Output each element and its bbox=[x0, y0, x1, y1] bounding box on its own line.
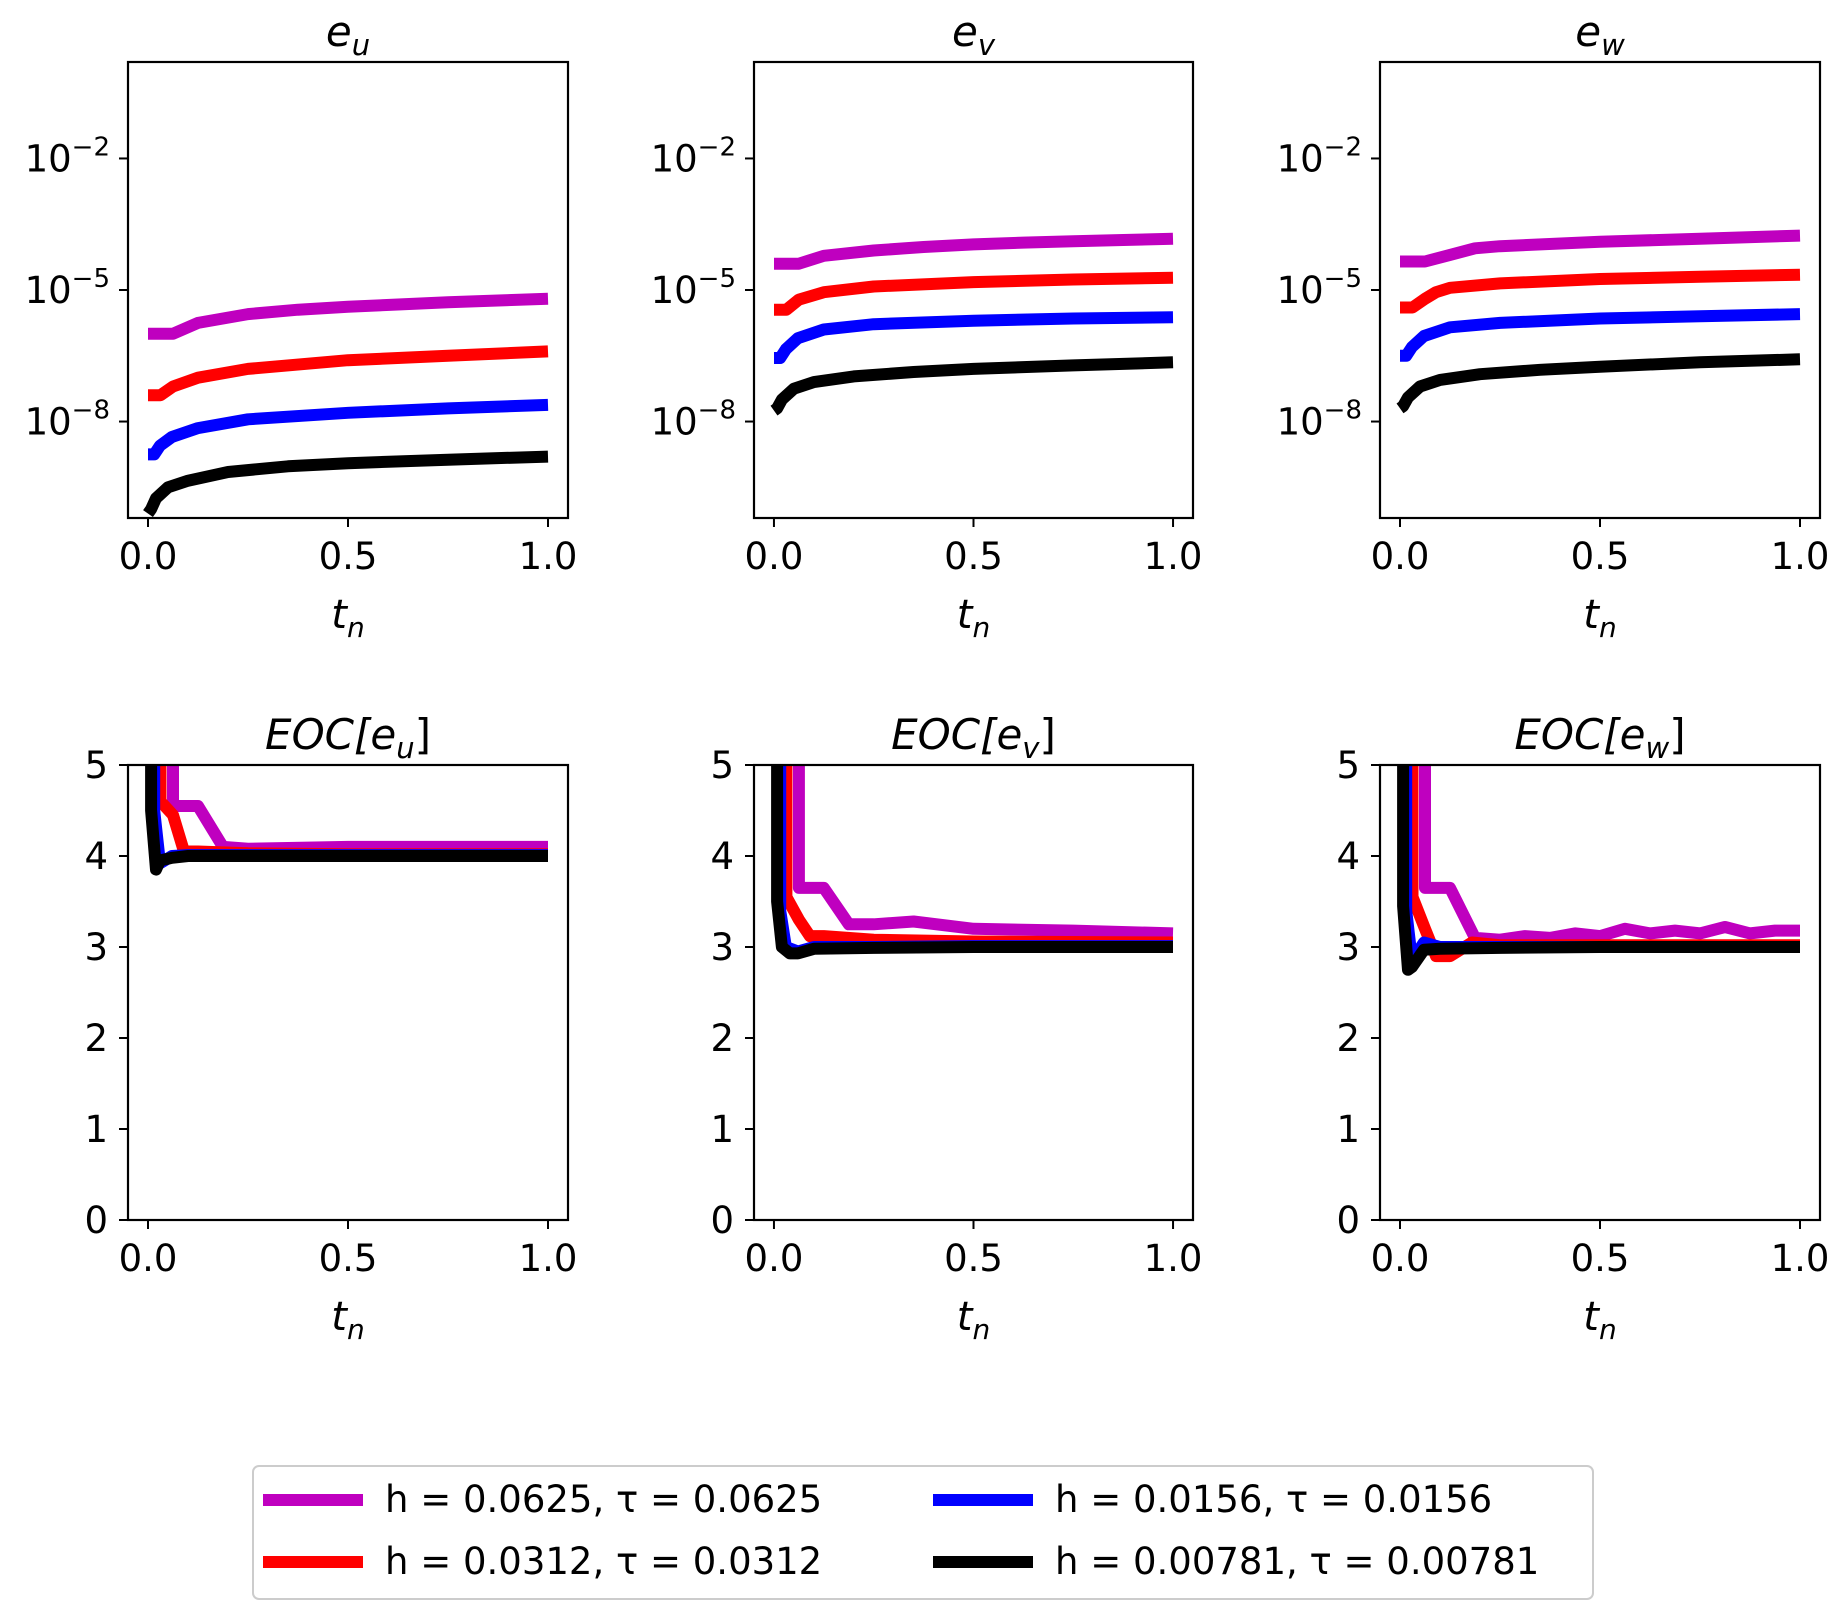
y-tick-label: 4 bbox=[84, 835, 108, 878]
series-line-4 bbox=[145, 765, 548, 876]
x-tick-label: 1.0 bbox=[519, 1237, 578, 1280]
x-axis-label: tn bbox=[331, 1294, 364, 1346]
y-tick-label: 4 bbox=[710, 835, 734, 878]
x-tick-label: 0.0 bbox=[1371, 535, 1430, 578]
y-tick-label: 2 bbox=[710, 1017, 734, 1060]
y-tick-label: 10−5 bbox=[25, 264, 110, 312]
series-line-4 bbox=[1396, 353, 1801, 414]
y-tick-label: 0 bbox=[84, 1199, 108, 1242]
y-tick-label: 5 bbox=[84, 744, 108, 787]
y-tick-label: 10−2 bbox=[651, 132, 736, 180]
x-tick-label: 1.0 bbox=[519, 535, 578, 578]
x-tick-label: 0.0 bbox=[119, 535, 178, 578]
subplot-3: 0.0 0.5 1.0 10−2 10−5 10−8 ew tn bbox=[1277, 7, 1830, 644]
x-axis-label: tn bbox=[1583, 592, 1616, 644]
subplot-5: 0.0 0.5 1.0 0 1 2 3 4 5 EOC[ev] tn bbox=[710, 710, 1202, 1346]
subplot-title: EOC[eu] bbox=[265, 710, 431, 765]
series-group bbox=[1396, 229, 1801, 414]
y-tick-label: 1 bbox=[710, 1108, 734, 1151]
series-line-2 bbox=[148, 345, 549, 402]
series-line-3 bbox=[1400, 308, 1801, 362]
y-tick-label: 10−2 bbox=[1277, 132, 1362, 180]
x-tick-label: 0.5 bbox=[319, 535, 378, 578]
y-tick-label: 2 bbox=[84, 1017, 108, 1060]
subplot-4: 0.0 0.5 1.0 0 1 2 3 4 5 EOC[eu] tn bbox=[84, 710, 577, 1346]
y-tick-label: 4 bbox=[1336, 835, 1360, 878]
y-tick-label: 10−5 bbox=[651, 264, 736, 312]
subplot-title: eu bbox=[326, 7, 370, 62]
series-line-4 bbox=[1397, 765, 1800, 976]
x-tick-label: 0.0 bbox=[119, 1237, 178, 1280]
subplot-title: ew bbox=[1575, 7, 1625, 62]
series-line-2 bbox=[774, 271, 1174, 316]
series-line-4 bbox=[770, 356, 1174, 416]
series-line-1 bbox=[1419, 765, 1800, 946]
x-tick-label: 0.5 bbox=[944, 1237, 1003, 1280]
series-line-3 bbox=[774, 311, 1174, 364]
series-line-4 bbox=[143, 450, 549, 518]
legend-label-2: h = 0.0312, τ = 0.0312 bbox=[385, 1540, 822, 1583]
subplot-1: 0.0 0.5 1.0 10−2 10−5 10−8 eu tn bbox=[25, 7, 578, 644]
series-group bbox=[770, 232, 1174, 416]
legend-label-4: h = 0.00781, τ = 0.00781 bbox=[1055, 1540, 1539, 1583]
subplot-title: EOC[ew] bbox=[1514, 710, 1685, 765]
x-axis-label: tn bbox=[957, 592, 990, 644]
x-tick-label: 0.5 bbox=[1571, 1237, 1630, 1280]
subplot-title: ev bbox=[952, 7, 996, 62]
y-tick-label: 2 bbox=[1336, 1017, 1360, 1060]
legend-label-3: h = 0.0156, τ = 0.0156 bbox=[1055, 1478, 1492, 1521]
subplot-title: EOC[ev] bbox=[891, 710, 1056, 765]
subplot-6: 0.0 0.5 1.0 0 1 2 3 4 5 EOC[ew] tn bbox=[1336, 710, 1829, 1346]
series-line-1 bbox=[774, 232, 1174, 270]
series-line-1 bbox=[1400, 229, 1801, 268]
x-tick-label: 0.0 bbox=[1371, 1237, 1430, 1280]
series-group bbox=[1397, 765, 1800, 976]
y-tick-label: 5 bbox=[1336, 744, 1360, 787]
series-line-1 bbox=[792, 765, 1174, 940]
x-tick-label: 0.5 bbox=[1571, 535, 1630, 578]
series-line-1 bbox=[148, 292, 549, 340]
series-group bbox=[771, 765, 1174, 960]
legend: h = 0.0625, τ = 0.0625 h = 0.0312, τ = 0… bbox=[252, 1465, 1594, 1600]
x-tick-label: 1.0 bbox=[1144, 1237, 1203, 1280]
y-tick-label: 3 bbox=[710, 926, 734, 969]
subplot-2: 0.0 0.5 1.0 10−2 10−5 10−8 ev tn bbox=[651, 7, 1203, 644]
x-tick-label: 0.0 bbox=[745, 1237, 804, 1280]
legend-label-1: h = 0.0625, τ = 0.0625 bbox=[385, 1478, 822, 1521]
y-tick-label: 10−2 bbox=[25, 132, 110, 180]
y-tick-label: 10−8 bbox=[25, 396, 110, 444]
series-line-4 bbox=[771, 765, 1173, 960]
series-line-3 bbox=[148, 398, 549, 461]
y-tick-label: 1 bbox=[84, 1108, 108, 1151]
y-tick-label: 0 bbox=[710, 1199, 734, 1242]
x-tick-label: 1.0 bbox=[1771, 1237, 1830, 1280]
y-tick-label: 3 bbox=[1336, 926, 1360, 969]
series-group bbox=[145, 765, 548, 876]
x-tick-label: 1.0 bbox=[1144, 535, 1203, 578]
y-tick-label: 1 bbox=[1336, 1108, 1360, 1151]
x-axis-label: tn bbox=[331, 592, 364, 644]
y-tick-label: 3 bbox=[84, 926, 108, 969]
y-tick-label: 10−8 bbox=[1277, 396, 1362, 444]
y-tick-label: 10−8 bbox=[651, 396, 736, 444]
x-axis-label: tn bbox=[1583, 1294, 1616, 1346]
x-tick-label: 0.5 bbox=[319, 1237, 378, 1280]
x-tick-label: 0.5 bbox=[944, 535, 1003, 578]
y-tick-label: 5 bbox=[710, 744, 734, 787]
x-axis-label: tn bbox=[957, 1294, 990, 1346]
y-tick-label: 0 bbox=[1336, 1199, 1360, 1242]
y-tick-label: 10−5 bbox=[1277, 264, 1362, 312]
series-group bbox=[143, 292, 549, 518]
x-tick-label: 1.0 bbox=[1771, 535, 1830, 578]
series-line-2 bbox=[1400, 268, 1801, 314]
legend-frame bbox=[252, 1465, 1594, 1600]
x-tick-label: 0.0 bbox=[745, 535, 804, 578]
